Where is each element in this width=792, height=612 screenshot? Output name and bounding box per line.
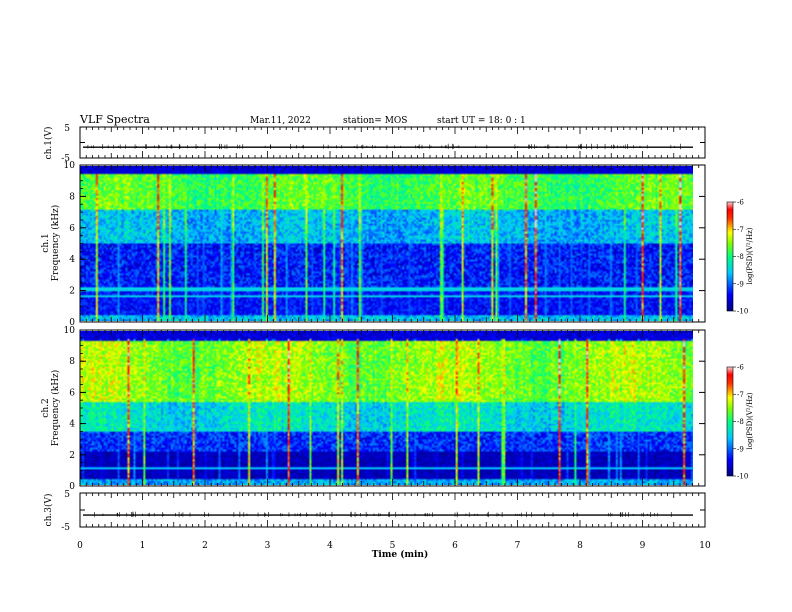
ch2-spec-ytick-0: 0 bbox=[69, 482, 75, 492]
ch1-colorbar-tick--7: -7 bbox=[737, 226, 744, 234]
ch2-colorbar-tick--10: -10 bbox=[737, 473, 748, 481]
ch1-ytick-top: 5 bbox=[64, 124, 70, 134]
x-tick-4: 4 bbox=[327, 541, 333, 551]
ch2-colorbar-tick--7: -7 bbox=[737, 391, 744, 399]
x-tick-9: 9 bbox=[640, 541, 646, 551]
ch1-spec-ytick-2: 2 bbox=[69, 287, 75, 297]
ch2-spec-ytick-6: 6 bbox=[69, 388, 75, 398]
x-tick-3: 3 bbox=[265, 541, 271, 551]
spec1-image bbox=[80, 166, 693, 321]
figure-start-time: start UT = 18: 0 : 1 bbox=[437, 116, 526, 126]
spec2-image bbox=[80, 331, 693, 485]
ch1-colorbar: -6 -7 -8 -9 -10 log(PSD)(V²/Hz) bbox=[726, 199, 754, 316]
ch1-colorbar-label: log(PSD)(V²/Hz) bbox=[746, 227, 754, 284]
x-tick-5: 5 bbox=[390, 541, 396, 551]
ch2-colorbar-tick--9: -9 bbox=[737, 445, 744, 453]
x-tick-0: 0 bbox=[77, 541, 83, 551]
ch1-spec-ylabel-frequency: Frequency (kHz) bbox=[50, 205, 61, 282]
ch2-spec-ylabel-channel: ch.2 bbox=[41, 398, 51, 417]
ch2-spec-ytick-2: 2 bbox=[69, 451, 75, 461]
ch2-spectrogram-heatmap bbox=[80, 331, 693, 485]
ch2-colorbar: -6 -7 -8 -9 -10 log(PSD)(V²/Hz) bbox=[726, 364, 754, 481]
ch1-spec-ylabel-channel: ch.1 bbox=[41, 233, 51, 252]
ch2-spec-ytick-10: 10 bbox=[64, 326, 76, 336]
ch2-spec-ytick-8: 8 bbox=[69, 357, 75, 367]
figure-title: VLF Spectra bbox=[79, 113, 150, 126]
x-axis-label: Time (min) bbox=[372, 549, 429, 560]
ch1-colorbar-tick--10: -10 bbox=[737, 308, 748, 316]
ch1-ylabel: ch.1(V) bbox=[43, 127, 54, 160]
ch1-spec-ytick-6: 6 bbox=[69, 224, 75, 234]
x-tick-1: 1 bbox=[140, 541, 146, 551]
x-tick-8: 8 bbox=[577, 541, 583, 551]
ch1-colorbar-tick--8: -8 bbox=[737, 253, 744, 261]
ch3-ytick-top: 5 bbox=[64, 490, 70, 500]
ch2-colorbar-tick--8: -8 bbox=[737, 418, 744, 426]
ch1-spectrogram-heatmap bbox=[80, 166, 693, 321]
ch1-spectrogram-panel: 0 2 4 6 8 10 ch.1 Frequency (kHz) bbox=[41, 161, 706, 328]
x-tick-6: 6 bbox=[452, 541, 458, 551]
ch1-ytick-bottom: -5 bbox=[61, 154, 70, 164]
ch1-spec-ytick-4: 4 bbox=[69, 255, 75, 265]
ch2-colorbar-tick--6: -6 bbox=[737, 364, 744, 372]
ch2-spectrogram-panel: 0 2 4 6 8 10 ch.2 Frequency (kHz) bbox=[41, 326, 706, 492]
x-tick-7: 7 bbox=[515, 541, 521, 551]
ch1-spec-ytick-0: 0 bbox=[69, 318, 75, 328]
figure-station: station= MOS bbox=[343, 116, 407, 126]
ch3-ylabel: ch.3(V) bbox=[43, 494, 54, 527]
ch1-colorbar-tick--9: -9 bbox=[737, 280, 744, 288]
figure-date: Mar.11, 2022 bbox=[250, 116, 311, 126]
ch2-spec-ytick-4: 4 bbox=[69, 420, 75, 430]
ch2-spec-ylabel-frequency: Frequency (kHz) bbox=[50, 370, 61, 447]
ch1-waveform-trace bbox=[83, 143, 693, 150]
x-tick-2: 2 bbox=[202, 541, 208, 551]
ch3-ytick-bottom: -5 bbox=[61, 523, 70, 533]
ch2-colorbar-label: log(PSD)(V²/Hz) bbox=[746, 392, 754, 449]
ch1-colorbar-tick--6: -6 bbox=[737, 199, 744, 207]
x-axis: 0 1 2 3 4 5 6 7 8 9 10 bbox=[77, 127, 711, 551]
x-tick-10: 10 bbox=[699, 541, 711, 551]
ch3-waveform-trace bbox=[83, 511, 693, 518]
ch1-spec-ytick-8: 8 bbox=[69, 192, 75, 202]
ch1-spec-ytick-10: 10 bbox=[64, 161, 76, 171]
